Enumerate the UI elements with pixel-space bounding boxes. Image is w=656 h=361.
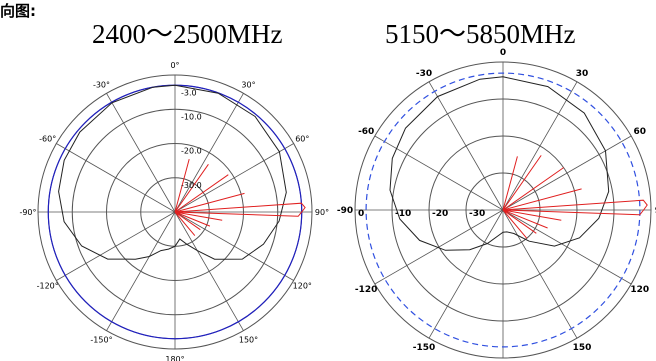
angle-tick-label: -60 — [358, 127, 374, 137]
angle-tick-label: 180° — [165, 355, 184, 361]
polar-chart-left: 0° 30° 60° 90° 120° 150° 180° -150° -120° -90° -60… — [19, 61, 329, 361]
grid-spoke — [428, 209, 504, 339]
angle-tick-label: 0 — [500, 48, 506, 58]
grid-spoke — [374, 135, 504, 211]
angle-tick-label: 30° — [241, 81, 255, 90]
angle-tick-label: -150 — [413, 343, 436, 353]
header-label: 向图: — [0, 2, 36, 20]
series-line-1 — [174, 158, 306, 236]
ring-tick-label: -10.0 — [181, 112, 202, 121]
band-title-right: 5150～5850MHz — [385, 19, 576, 49]
grid-spoke — [174, 143, 294, 213]
grid-spoke — [106, 211, 176, 331]
angle-tick-label: -30° — [93, 81, 110, 90]
angle-tick-label: 150 — [573, 343, 592, 353]
ring-tick-label: -10 — [395, 209, 411, 219]
grid-spoke — [374, 209, 504, 285]
grid-spoke — [56, 143, 176, 213]
grid-spoke — [502, 135, 632, 211]
angle-tick-label: -30 — [416, 69, 432, 79]
grid-spoke — [502, 81, 578, 211]
angle-tick-label: -120° — [37, 282, 59, 291]
grid-spoke — [174, 93, 244, 213]
angle-tick-label: 60° — [295, 135, 309, 144]
grid-spoke — [56, 211, 176, 281]
reference-ring — [365, 72, 641, 348]
band-title-left: 2400～2500MHz — [92, 19, 283, 49]
ring-tick-label: -20.0 — [181, 147, 202, 156]
angle-tick-label: -120 — [355, 285, 378, 295]
angle-tick-label: -60° — [39, 135, 56, 144]
angle-tick-label: -150° — [90, 335, 112, 344]
ring-tick-label: -3.0 — [181, 88, 197, 97]
angle-tick-label: 90 — [655, 206, 656, 216]
angle-tick-label: 120° — [293, 282, 312, 291]
angle-tick-label: 0° — [170, 61, 179, 70]
series-line-0 — [389, 76, 610, 251]
polar-chart-right: 0306090120150±180-150-120-90-60-300-10-2… — [337, 48, 656, 359]
grid-spoke — [502, 209, 632, 285]
grid-spoke — [106, 93, 176, 213]
angle-tick-label: 60 — [634, 127, 647, 137]
ring-tick-label: 0 — [358, 209, 364, 219]
grid-spoke — [428, 81, 504, 211]
angle-tick-label: 30 — [576, 69, 589, 79]
grid-spoke — [502, 209, 578, 339]
ring-tick-label: -30 — [469, 209, 485, 219]
angle-tick-label: 150° — [239, 335, 258, 344]
grid-spoke — [174, 211, 294, 281]
series-line-1 — [502, 155, 648, 239]
grid-spoke — [174, 211, 244, 331]
angle-tick-label: 120 — [630, 285, 649, 295]
ring-tick-label: -20 — [432, 209, 448, 219]
angle-tick-label: -90 — [337, 206, 353, 216]
series-line-0 — [58, 84, 287, 260]
angle-tick-label: -90° — [19, 208, 36, 217]
ring-tick-label: -30.0 — [181, 181, 202, 190]
angle-tick-label: 90° — [315, 208, 329, 217]
